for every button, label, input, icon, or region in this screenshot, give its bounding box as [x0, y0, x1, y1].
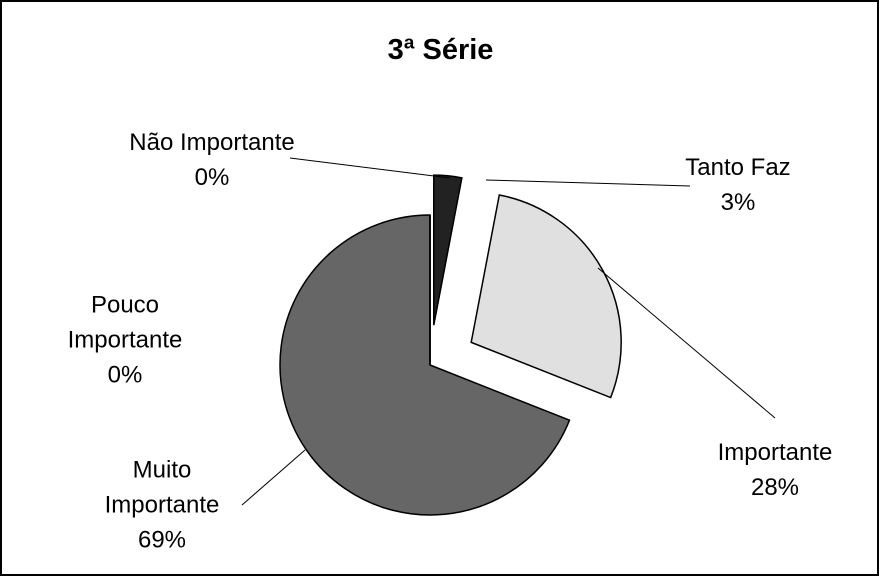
leader-line: [241, 449, 306, 506]
slices: [279, 174, 622, 516]
slice-label: Não Importante 0%: [127, 125, 297, 195]
leader-lines: [241, 157, 776, 506]
leader-line: [289, 157, 451, 179]
slice-value: 3%: [720, 189, 756, 216]
slice-label: Pouco Importante 0%: [40, 288, 210, 393]
slice-value: 0%: [194, 164, 230, 191]
slice-label: Muito Importante 69%: [77, 453, 247, 558]
pie-slice: [433, 174, 463, 326]
slice-category: Pouco Importante: [67, 291, 183, 354]
pie-slice: [279, 214, 571, 516]
slice-category: Muito Importante: [104, 456, 220, 519]
leader-line: [485, 179, 691, 187]
slice-label: Tanto Faz 3%: [653, 150, 823, 220]
slice-value: 28%: [750, 474, 800, 501]
slice-category: Tanto Faz: [685, 154, 791, 181]
chart-title: 3ª Série: [387, 34, 494, 66]
slice-label: Importante 28%: [690, 435, 860, 505]
pie-slice: [470, 194, 622, 399]
slice-value: 0%: [107, 361, 143, 389]
slice-category: Importante: [717, 439, 833, 466]
slice-category: Não Importante: [129, 129, 295, 156]
leader-line: [597, 267, 776, 419]
slice-value: 69%: [137, 526, 187, 554]
